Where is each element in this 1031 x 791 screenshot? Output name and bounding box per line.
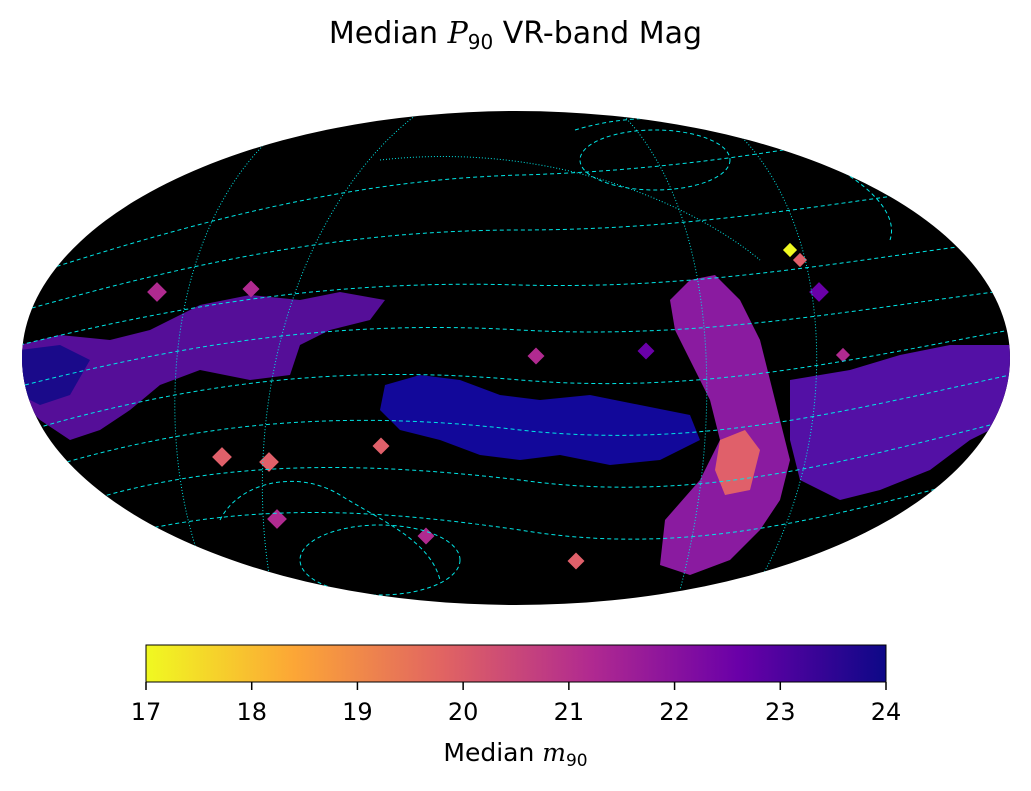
colorbar-tick-label: 17: [131, 698, 162, 726]
ecliptic-lines: [22, 111, 1010, 596]
colorbar-tick-label: 23: [765, 698, 796, 726]
colorbar-tick-label: 22: [659, 698, 690, 726]
title-subscript: 90: [467, 30, 494, 54]
colorbar-label: Median m90: [0, 738, 1031, 771]
cbar-label-prefix: Median: [443, 738, 543, 767]
cbar-label-subscript: 90: [565, 751, 588, 771]
coverage-region-right: [790, 345, 1010, 500]
colorbar-tick-label: 19: [342, 698, 373, 726]
title-symbol: P: [447, 16, 468, 51]
coverage-region-arc-hot: [715, 430, 760, 495]
colorbar-tick-label: 18: [236, 698, 267, 726]
colorbar-ticks: 17 18 19 20 21 22 23 24: [131, 682, 902, 726]
title-suffix: VR-band Mag: [493, 16, 703, 51]
coverage-region-arc: [660, 275, 790, 575]
colorbar-gradient: [145, 644, 887, 683]
colorbar-tick-label: 21: [554, 698, 585, 726]
title-prefix: Median: [328, 16, 448, 51]
meridian-lines: [174, 111, 818, 591]
chart-title: Median P90 VR-band Mag: [0, 16, 1031, 54]
colorbar-tick-label: 24: [871, 698, 902, 726]
heatmap-regions: [22, 242, 1010, 575]
graticule-lines: [22, 111, 1010, 596]
cbar-label-symbol: m: [542, 738, 566, 767]
coverage-region-center: [380, 375, 700, 465]
coverage-region-left-dark: [22, 345, 90, 405]
coverage-region-left: [22, 292, 385, 440]
colorbar-tick-label: 20: [448, 698, 479, 726]
